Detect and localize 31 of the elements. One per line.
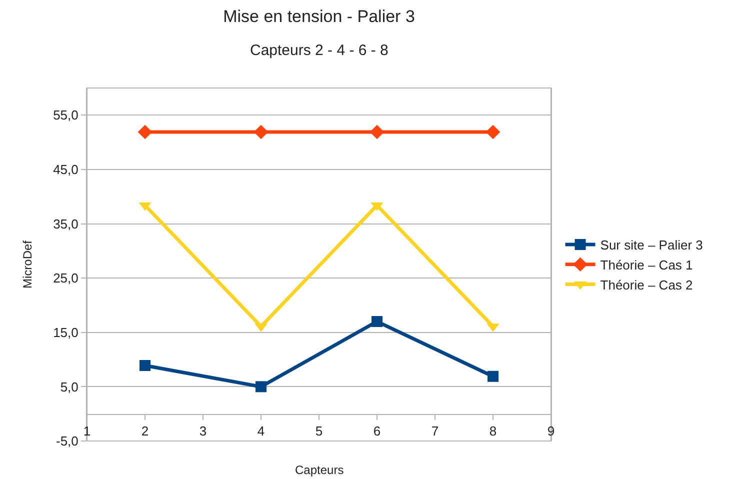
y-tick-label: 5,0 bbox=[60, 379, 78, 394]
x-tick-label: 3 bbox=[199, 423, 207, 438]
chart-title: Mise en tension - Palier 3 bbox=[223, 6, 415, 26]
x-tick-label: 2 bbox=[141, 423, 149, 438]
y-tick-label: 55,0 bbox=[53, 108, 78, 123]
x-axis-title: Capteurs bbox=[295, 463, 344, 477]
x-tick-label: 5 bbox=[315, 423, 323, 438]
x-tick-label: 4 bbox=[257, 423, 265, 438]
y-tick-label: -5,0 bbox=[56, 434, 78, 449]
x-tick-label: 7 bbox=[431, 423, 439, 438]
point bbox=[138, 124, 152, 140]
y-tick-label: 25,0 bbox=[53, 270, 78, 286]
legend-label: Théorie – Cas 1 bbox=[600, 257, 693, 272]
legend-label: Théorie – Cas 2 bbox=[600, 277, 693, 292]
point bbox=[370, 124, 384, 140]
chart-subtitle: Capteurs 2 - 4 - 6 - 8 bbox=[250, 42, 388, 59]
y-tick-label: 15,0 bbox=[53, 324, 78, 340]
y-axis-title: MicroDef bbox=[20, 240, 34, 289]
point bbox=[372, 316, 382, 328]
x-tick-label: 6 bbox=[373, 423, 381, 438]
point bbox=[486, 124, 500, 140]
y-tick-label: 35,0 bbox=[53, 216, 78, 232]
point bbox=[254, 124, 268, 140]
point bbox=[256, 381, 266, 392]
point bbox=[140, 360, 150, 372]
y-tick-label: 45,0 bbox=[53, 162, 78, 178]
x-tick-label: 1 bbox=[83, 423, 91, 438]
point bbox=[488, 370, 498, 382]
legend-label: Sur site – Palier 3 bbox=[600, 238, 703, 253]
x-tick-label: 8 bbox=[489, 423, 497, 438]
x-tick-label: 9 bbox=[547, 423, 555, 438]
